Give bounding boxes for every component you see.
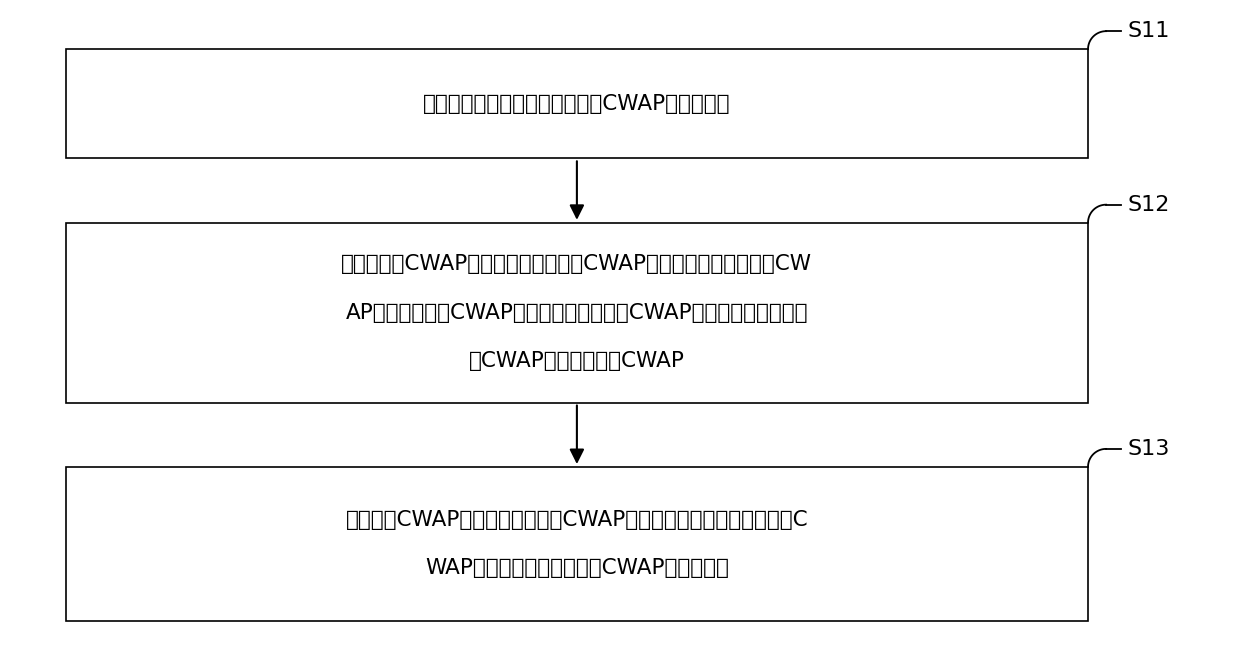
Text: 将检测到的CWAP的唯一标识与读取的CWAP信息比较；所述读取的CW: 将检测到的CWAP的唯一标识与读取的CWAP信息比较；所述读取的CW [341,255,812,275]
Bar [66,49,1087,158]
Text: S12: S12 [1127,195,1169,215]
Text: S13: S13 [1127,439,1169,459]
Text: AP信息包括默认CWAP的唯一标识以及默认CWAP的配置参数；所述默: AP信息包括默认CWAP的唯一标识以及默认CWAP的配置参数；所述默 [346,303,808,323]
Text: WAP的配置参数修改检测的CWAP的配置参数: WAP的配置参数修改检测的CWAP的配置参数 [425,558,729,578]
Bar [66,223,1087,402]
Text: S11: S11 [1127,21,1169,41]
Text: 认CWAP为需要置换的CWAP: 认CWAP为需要置换的CWAP [469,351,684,371]
Text: 检测接入系统的客舱无线接入点CWAP的唯一标识: 检测接入系统的客舱无线接入点CWAP的唯一标识 [423,94,730,114]
Bar [66,467,1087,621]
Text: 在检测的CWAP的唯一标识与默认CWAP的唯一标识相同时，依据默认C: 在检测的CWAP的唯一标识与默认CWAP的唯一标识相同时，依据默认C [346,510,808,530]
